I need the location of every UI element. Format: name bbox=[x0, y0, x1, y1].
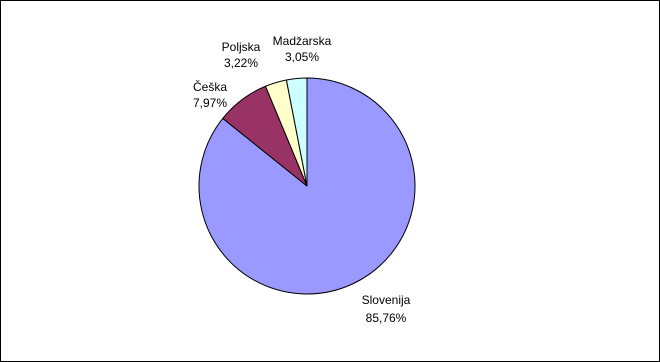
pie-slice-madžarska bbox=[285, 77, 308, 187]
slice-label-name: Poljska bbox=[222, 40, 261, 54]
slice-label-ceska: Češka 7,97% bbox=[193, 79, 227, 110]
slice-label-name: Slovenija bbox=[362, 293, 411, 307]
slice-label-percent: 85,76% bbox=[366, 311, 407, 325]
slice-label-poljska: Poljska 3,22% bbox=[222, 40, 261, 70]
slice-label-percent: 7,97% bbox=[193, 96, 227, 110]
slice-label-madzarska: Madžarska 3,05% bbox=[273, 34, 332, 64]
slice-label-name: Češka bbox=[193, 79, 227, 94]
pie-slices bbox=[198, 77, 416, 295]
slice-label-percent: 3,05% bbox=[285, 50, 319, 64]
slice-label-name: Madžarska bbox=[273, 34, 332, 48]
slice-label-slovenija: Slovenija 85,76% bbox=[362, 293, 411, 325]
slice-label-percent: 3,22% bbox=[224, 56, 258, 70]
